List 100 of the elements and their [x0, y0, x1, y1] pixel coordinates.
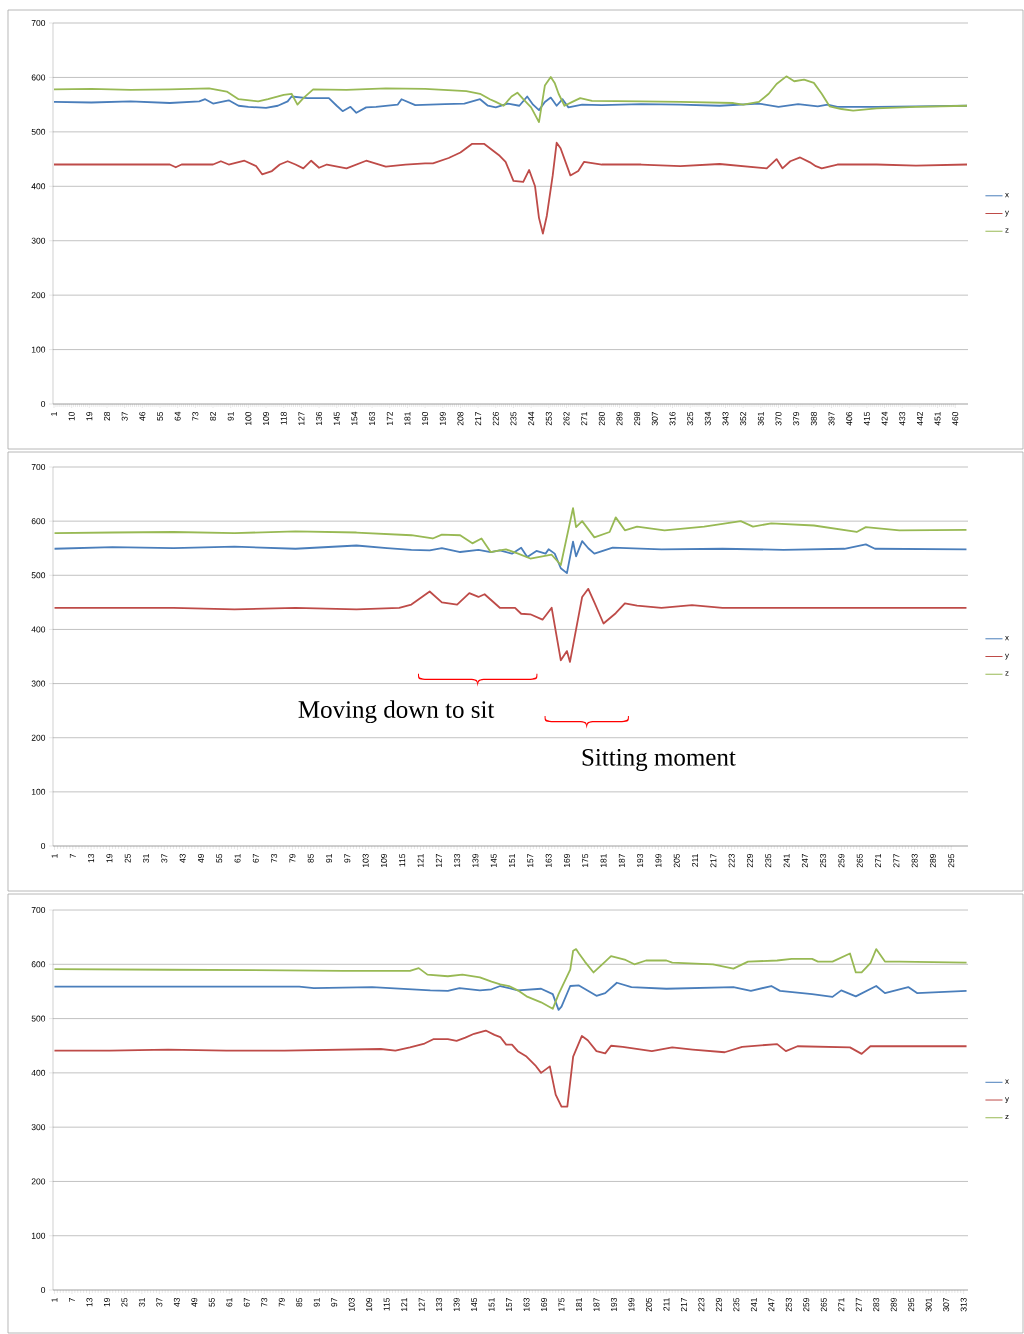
legend-label: z: [1005, 1114, 1009, 1120]
x-tick-label: 235: [733, 1297, 740, 1312]
x-tick-label: 43: [179, 853, 186, 863]
x-tick-label: 259: [803, 1297, 810, 1312]
x-tick-label: 55: [157, 411, 163, 421]
x-tick-label: 73: [261, 1297, 268, 1307]
y-tick-label: 400: [31, 183, 46, 190]
x-tick-label: 289: [890, 1297, 897, 1312]
x-tick-label: 271: [875, 853, 881, 868]
x-tick-label: 25: [124, 853, 131, 863]
x-tick-label: 277: [893, 853, 900, 868]
x-tick-label: 370: [775, 411, 782, 426]
x-tick-label: 139: [453, 1297, 460, 1312]
x-tick-label: 145: [490, 853, 497, 868]
x-tick-label: 73: [192, 411, 199, 421]
x-tick-label: 280: [598, 411, 605, 426]
line-series: [53, 75, 968, 123]
x-tick-label: 172: [386, 411, 393, 426]
x-tick-label: 229: [746, 853, 753, 868]
x-tick-label: 241: [783, 853, 790, 868]
x-tick-label: 46: [139, 411, 146, 421]
x-tick-label: 415: [863, 411, 870, 426]
x-tick-label: 298: [634, 411, 641, 426]
y-tick-label: 500: [31, 128, 46, 135]
x-tick-label: 37: [161, 853, 168, 863]
x-tick-label: 217: [710, 853, 717, 868]
x-tick-label: 205: [645, 1297, 652, 1312]
legend-label: z: [1005, 671, 1009, 676]
x-tick-label: 313: [960, 1297, 967, 1312]
x-tick-label: 388: [810, 411, 817, 426]
x-tick-label: 217: [680, 1297, 687, 1312]
x-tick-label: 289: [616, 411, 623, 426]
x-tick-label: 235: [765, 853, 772, 868]
x-tick-label: 19: [86, 411, 93, 421]
x-tick-label: 145: [471, 1297, 478, 1312]
annotation: Sitting moment: [582, 748, 736, 771]
y-tick-label: 0: [41, 401, 46, 408]
x-tick-label: 127: [298, 411, 305, 426]
x-tick-label: 406: [846, 411, 853, 426]
legend-label: x: [1005, 1079, 1009, 1084]
x-tick-label: 379: [793, 411, 800, 426]
x-tick-label: 295: [908, 1297, 915, 1312]
x-tick-label: 91: [227, 411, 234, 421]
legend-label: x: [1005, 635, 1009, 641]
y-tick-label: 100: [31, 346, 46, 353]
x-tick-label: 199: [439, 411, 446, 426]
y-tick-label: 0: [41, 843, 46, 850]
x-tick-label: 271: [838, 1297, 845, 1312]
x-tick-label: 208: [457, 411, 464, 426]
x-tick-label: 145: [333, 411, 340, 426]
line-series: [53, 141, 968, 235]
x-tick-label: 154: [351, 411, 358, 426]
x-tick-label: 73: [271, 853, 278, 863]
x-tick-label: 67: [243, 1297, 250, 1307]
x-tick-label: 115: [399, 853, 406, 867]
x-tick-label: 79: [278, 1297, 285, 1307]
x-tick-label: 187: [593, 1297, 600, 1312]
x-tick-label: 127: [418, 1297, 425, 1312]
x-tick-label: 307: [651, 411, 658, 426]
x-tick-label: 163: [523, 1297, 530, 1312]
x-tick-label: 307: [943, 1297, 950, 1312]
x-tick-label: 85: [307, 853, 314, 863]
x-tick-label: 181: [404, 411, 411, 426]
x-tick-label: 424: [881, 411, 888, 426]
y-tick-label: 500: [31, 1015, 46, 1022]
x-tick-label: 127: [435, 853, 442, 868]
x-tick-label: 121: [401, 1297, 408, 1312]
x-tick-label: 343: [722, 411, 729, 426]
x-tick-label: 13: [88, 853, 95, 863]
x-tick-label: 19: [103, 1297, 110, 1307]
x-tick-label: 61: [226, 1297, 233, 1307]
x-tick-label: 283: [873, 1297, 880, 1312]
x-tick-label: 55: [208, 1297, 215, 1307]
annotation: Moving down to sit: [298, 700, 495, 724]
y-tick-label: 100: [31, 1232, 46, 1239]
x-tick-label: 226: [492, 411, 499, 426]
x-tick-label: 151: [488, 1297, 495, 1312]
x-tick-label: 43: [173, 1297, 180, 1307]
x-tick-label: 49: [191, 1297, 198, 1307]
line-series: [53, 540, 968, 575]
y-tick-label: 100: [31, 788, 46, 795]
x-tick-label: 199: [655, 853, 662, 868]
x-tick-label: 334: [704, 411, 711, 426]
x-tick-label: 289: [929, 853, 936, 868]
legend-label: y: [1005, 210, 1009, 217]
x-tick-label: 91: [313, 1297, 320, 1307]
x-tick-label: 193: [637, 853, 644, 868]
x-tick-label: 316: [669, 411, 676, 426]
x-tick-label: 241: [750, 1297, 757, 1312]
x-tick-label: 31: [138, 1297, 145, 1307]
x-tick-label: 64: [174, 411, 181, 421]
x-tick-label: 259: [838, 853, 845, 868]
x-tick-label: 151: [509, 853, 515, 868]
y-tick-label: 200: [31, 292, 46, 299]
x-tick-label: 136: [316, 411, 323, 426]
x-tick-label: 283: [911, 853, 918, 868]
x-tick-label: 157: [527, 853, 534, 868]
x-tick-label: 187: [618, 853, 625, 868]
x-tick-label: 25: [121, 1297, 128, 1307]
x-tick-label: 223: [698, 1297, 705, 1312]
